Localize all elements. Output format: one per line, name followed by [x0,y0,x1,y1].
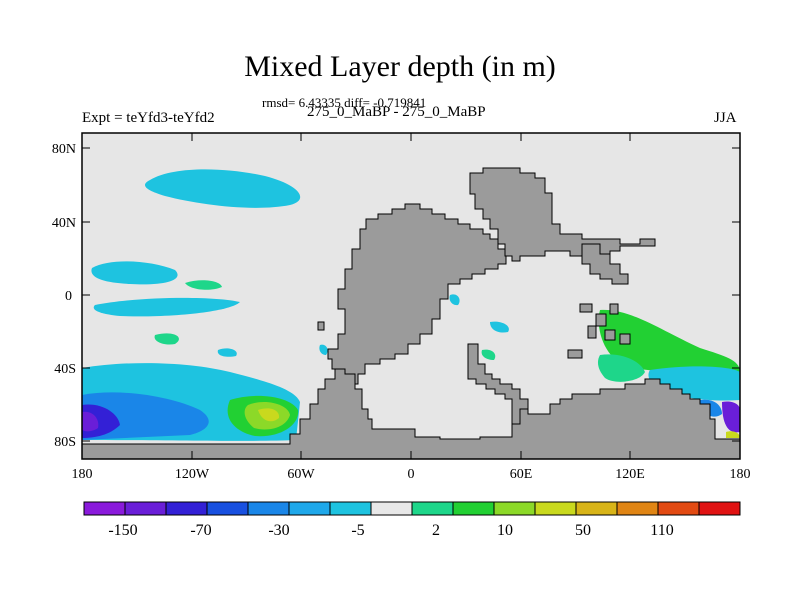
experiment-label: Expt = teYfd3-teYfd2 [82,110,215,126]
colorbar-label-6: 10 [497,522,513,539]
colorbar-box-15 [657,501,700,516]
colorbar-box-5 [247,501,290,516]
patch-med-cyan [319,344,328,355]
colorbar-label-7: 50 [575,522,591,539]
patch-tropical-pacific [91,261,178,285]
patch-indian-lightgreen [597,354,645,382]
colorbar-box-2 [124,501,167,516]
map-title: Mixed Layer depth (in m) [244,50,556,83]
colorbar-box-1 [83,501,126,516]
patch-atlantic-tropic [490,321,509,333]
lon-label-180w: 180 [72,467,93,482]
colorbar-box-8 [370,501,413,516]
lon-label-0: 0 [408,467,415,482]
landmass-east-island [581,243,629,285]
lon-label-60e: 60E [510,467,533,482]
land-masses [81,167,741,460]
patch-north-pacific [145,169,301,208]
lon-label-120w: 120W [175,467,210,482]
lat-label-0: 0 [65,289,72,304]
ocean-anomaly-patches [82,169,740,441]
islet-1 [579,303,593,313]
colorbar-label-5: 2 [432,522,440,539]
patch-green-1 [185,280,222,290]
colorbar-label-1: -150 [108,522,137,539]
experiment-period: 275_0_MaBP - 275_0_MaBP [307,104,486,120]
colorbar-box-9 [411,501,454,516]
colorbar-box-10 [452,501,495,516]
colorbar-box-11 [493,501,536,516]
colorbar-box-12 [534,501,577,516]
colorbar-box-6 [288,501,331,516]
patch-pacific-band [93,297,240,317]
landmass-southern [81,368,741,460]
lon-label-120e: 120E [615,467,645,482]
colorbar-box-16 [698,501,741,516]
landmass-supercontinent [327,203,507,385]
landmass-south-mid [467,343,529,425]
islet-3 [609,303,619,315]
colorbar-label-4: -5 [351,522,364,539]
lon-label-180e: 180 [730,467,751,482]
patch-east-purple [722,401,740,433]
patch-southern-purple [82,411,99,432]
colorbar-label-2: -70 [190,522,211,539]
patch-atlantic-green [481,349,496,360]
lat-label-40s: 40S [54,362,76,377]
lon-label-60w: 60W [287,467,315,482]
colorbar-box-14 [616,501,659,516]
islet-6 [619,333,631,345]
patch-southern-yellow [258,408,280,422]
colorbar-box-7 [329,501,372,516]
lat-label-80s: 80S [54,435,76,450]
lat-label-40n: 40N [52,216,76,231]
patch-east-yellow [726,431,740,438]
stats-line: rmsd= 6.43335 diff= -0.719841 [262,95,427,110]
colorbar-label-3: -30 [268,522,289,539]
lon-axis [81,133,741,459]
islet-7 [567,349,583,359]
islet-8 [317,321,325,331]
patch-indian-green [598,309,740,373]
lat-label-80n: 80N [52,142,76,157]
patch-green-2 [154,333,179,345]
colorbar-box-3 [165,501,208,516]
colorbar-box-4 [206,501,249,516]
patch-gulf-cyan [449,294,460,306]
colorbar-box-13 [575,501,618,516]
islet-2 [595,313,607,327]
islet-5 [604,329,616,341]
colorbar [83,501,741,516]
patch-small-cyan [217,348,237,357]
season-label: JJA [714,110,737,126]
colorbar-label-8: 110 [650,522,673,539]
islet-4 [587,325,597,339]
lat-axis [82,147,740,442]
